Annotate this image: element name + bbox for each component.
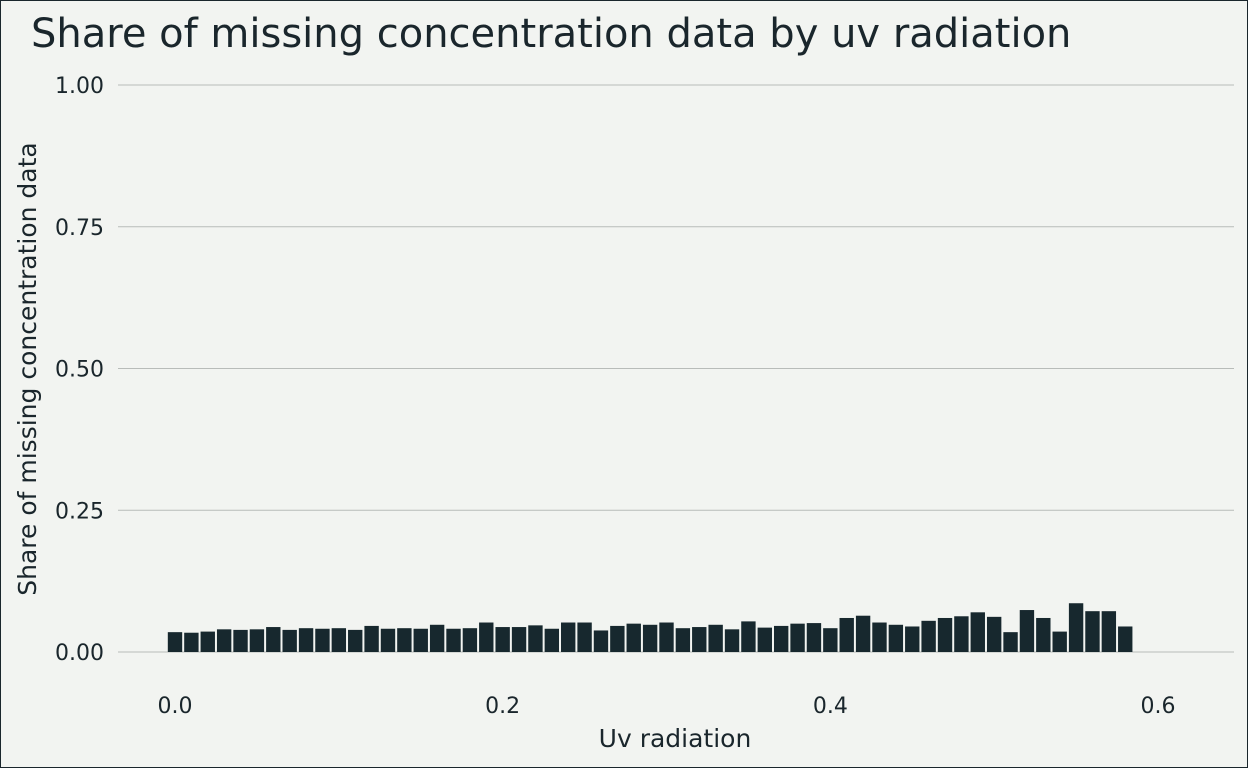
- bar: [233, 629, 248, 652]
- bar: [1068, 603, 1084, 652]
- bar: [675, 628, 691, 652]
- y-tick-label: 1.00: [55, 74, 104, 99]
- bar: [495, 627, 510, 652]
- y-tick-label: 0.75: [55, 216, 104, 241]
- bar: [397, 628, 412, 652]
- bar: [167, 632, 183, 652]
- bar: [331, 628, 347, 652]
- bar: [806, 623, 822, 652]
- y-tick-label: 0.00: [55, 641, 104, 666]
- x-axis-title: Uv radiation: [599, 724, 752, 753]
- bar: [266, 627, 281, 652]
- bar: [462, 628, 478, 652]
- chart-title: Share of missing concentration data by u…: [31, 11, 1072, 57]
- bar: [626, 623, 641, 652]
- bar: [364, 625, 379, 652]
- bar: [954, 616, 969, 652]
- bar: [921, 620, 936, 652]
- bar: [986, 616, 1002, 652]
- bar: [905, 626, 920, 652]
- bar: [413, 628, 428, 652]
- bar: [724, 629, 740, 652]
- bar: [577, 622, 592, 652]
- bar: [200, 631, 215, 652]
- x-tick-label: 0.0: [158, 694, 193, 719]
- y-axis-title: Share of missing concentration data: [13, 142, 42, 596]
- bar: [429, 624, 445, 652]
- bar: [823, 628, 838, 652]
- bar: [184, 632, 199, 652]
- bar: [839, 617, 854, 652]
- bar: [446, 628, 461, 652]
- bar: [610, 625, 625, 652]
- bar: [315, 628, 330, 652]
- bar: [298, 628, 314, 652]
- bar: [380, 628, 396, 652]
- bar: [790, 623, 805, 652]
- bar: [1101, 611, 1117, 652]
- bar: [1118, 626, 1133, 652]
- y-axis-ticks: 0.00 0.25 0.50 0.75 1.00: [55, 74, 104, 666]
- bar: [1085, 611, 1100, 652]
- bars: [167, 603, 1133, 652]
- x-tick-label: 0.4: [813, 694, 848, 719]
- bar: [692, 627, 707, 652]
- bar: [741, 621, 756, 652]
- bar: [216, 629, 232, 652]
- bar: [479, 622, 494, 652]
- bar: [888, 624, 904, 652]
- bar: [249, 629, 265, 652]
- bar: [528, 625, 543, 652]
- bar: [757, 627, 772, 652]
- bar: [1003, 632, 1018, 652]
- bar: [659, 622, 674, 652]
- bar: [1036, 617, 1051, 652]
- bar: [773, 625, 789, 652]
- gridlines: [118, 84, 1234, 653]
- bar: [872, 622, 887, 652]
- bar: [348, 629, 363, 652]
- bar: [561, 622, 576, 652]
- bar: [937, 617, 953, 652]
- bar: [970, 612, 985, 652]
- x-tick-label: 0.6: [1141, 694, 1176, 719]
- bar: [855, 615, 871, 652]
- bar: [708, 624, 723, 652]
- bar: [1052, 631, 1067, 652]
- bar: [642, 624, 658, 652]
- bar: [544, 628, 560, 652]
- x-axis-ticks: 0.0 0.2 0.4 0.6: [158, 694, 1176, 719]
- bar: [1019, 610, 1035, 652]
- bar: [511, 627, 527, 652]
- bar: [282, 629, 297, 652]
- x-tick-label: 0.2: [485, 694, 520, 719]
- bar: [593, 630, 609, 652]
- y-tick-label: 0.25: [55, 499, 104, 524]
- y-tick-label: 0.50: [55, 358, 104, 383]
